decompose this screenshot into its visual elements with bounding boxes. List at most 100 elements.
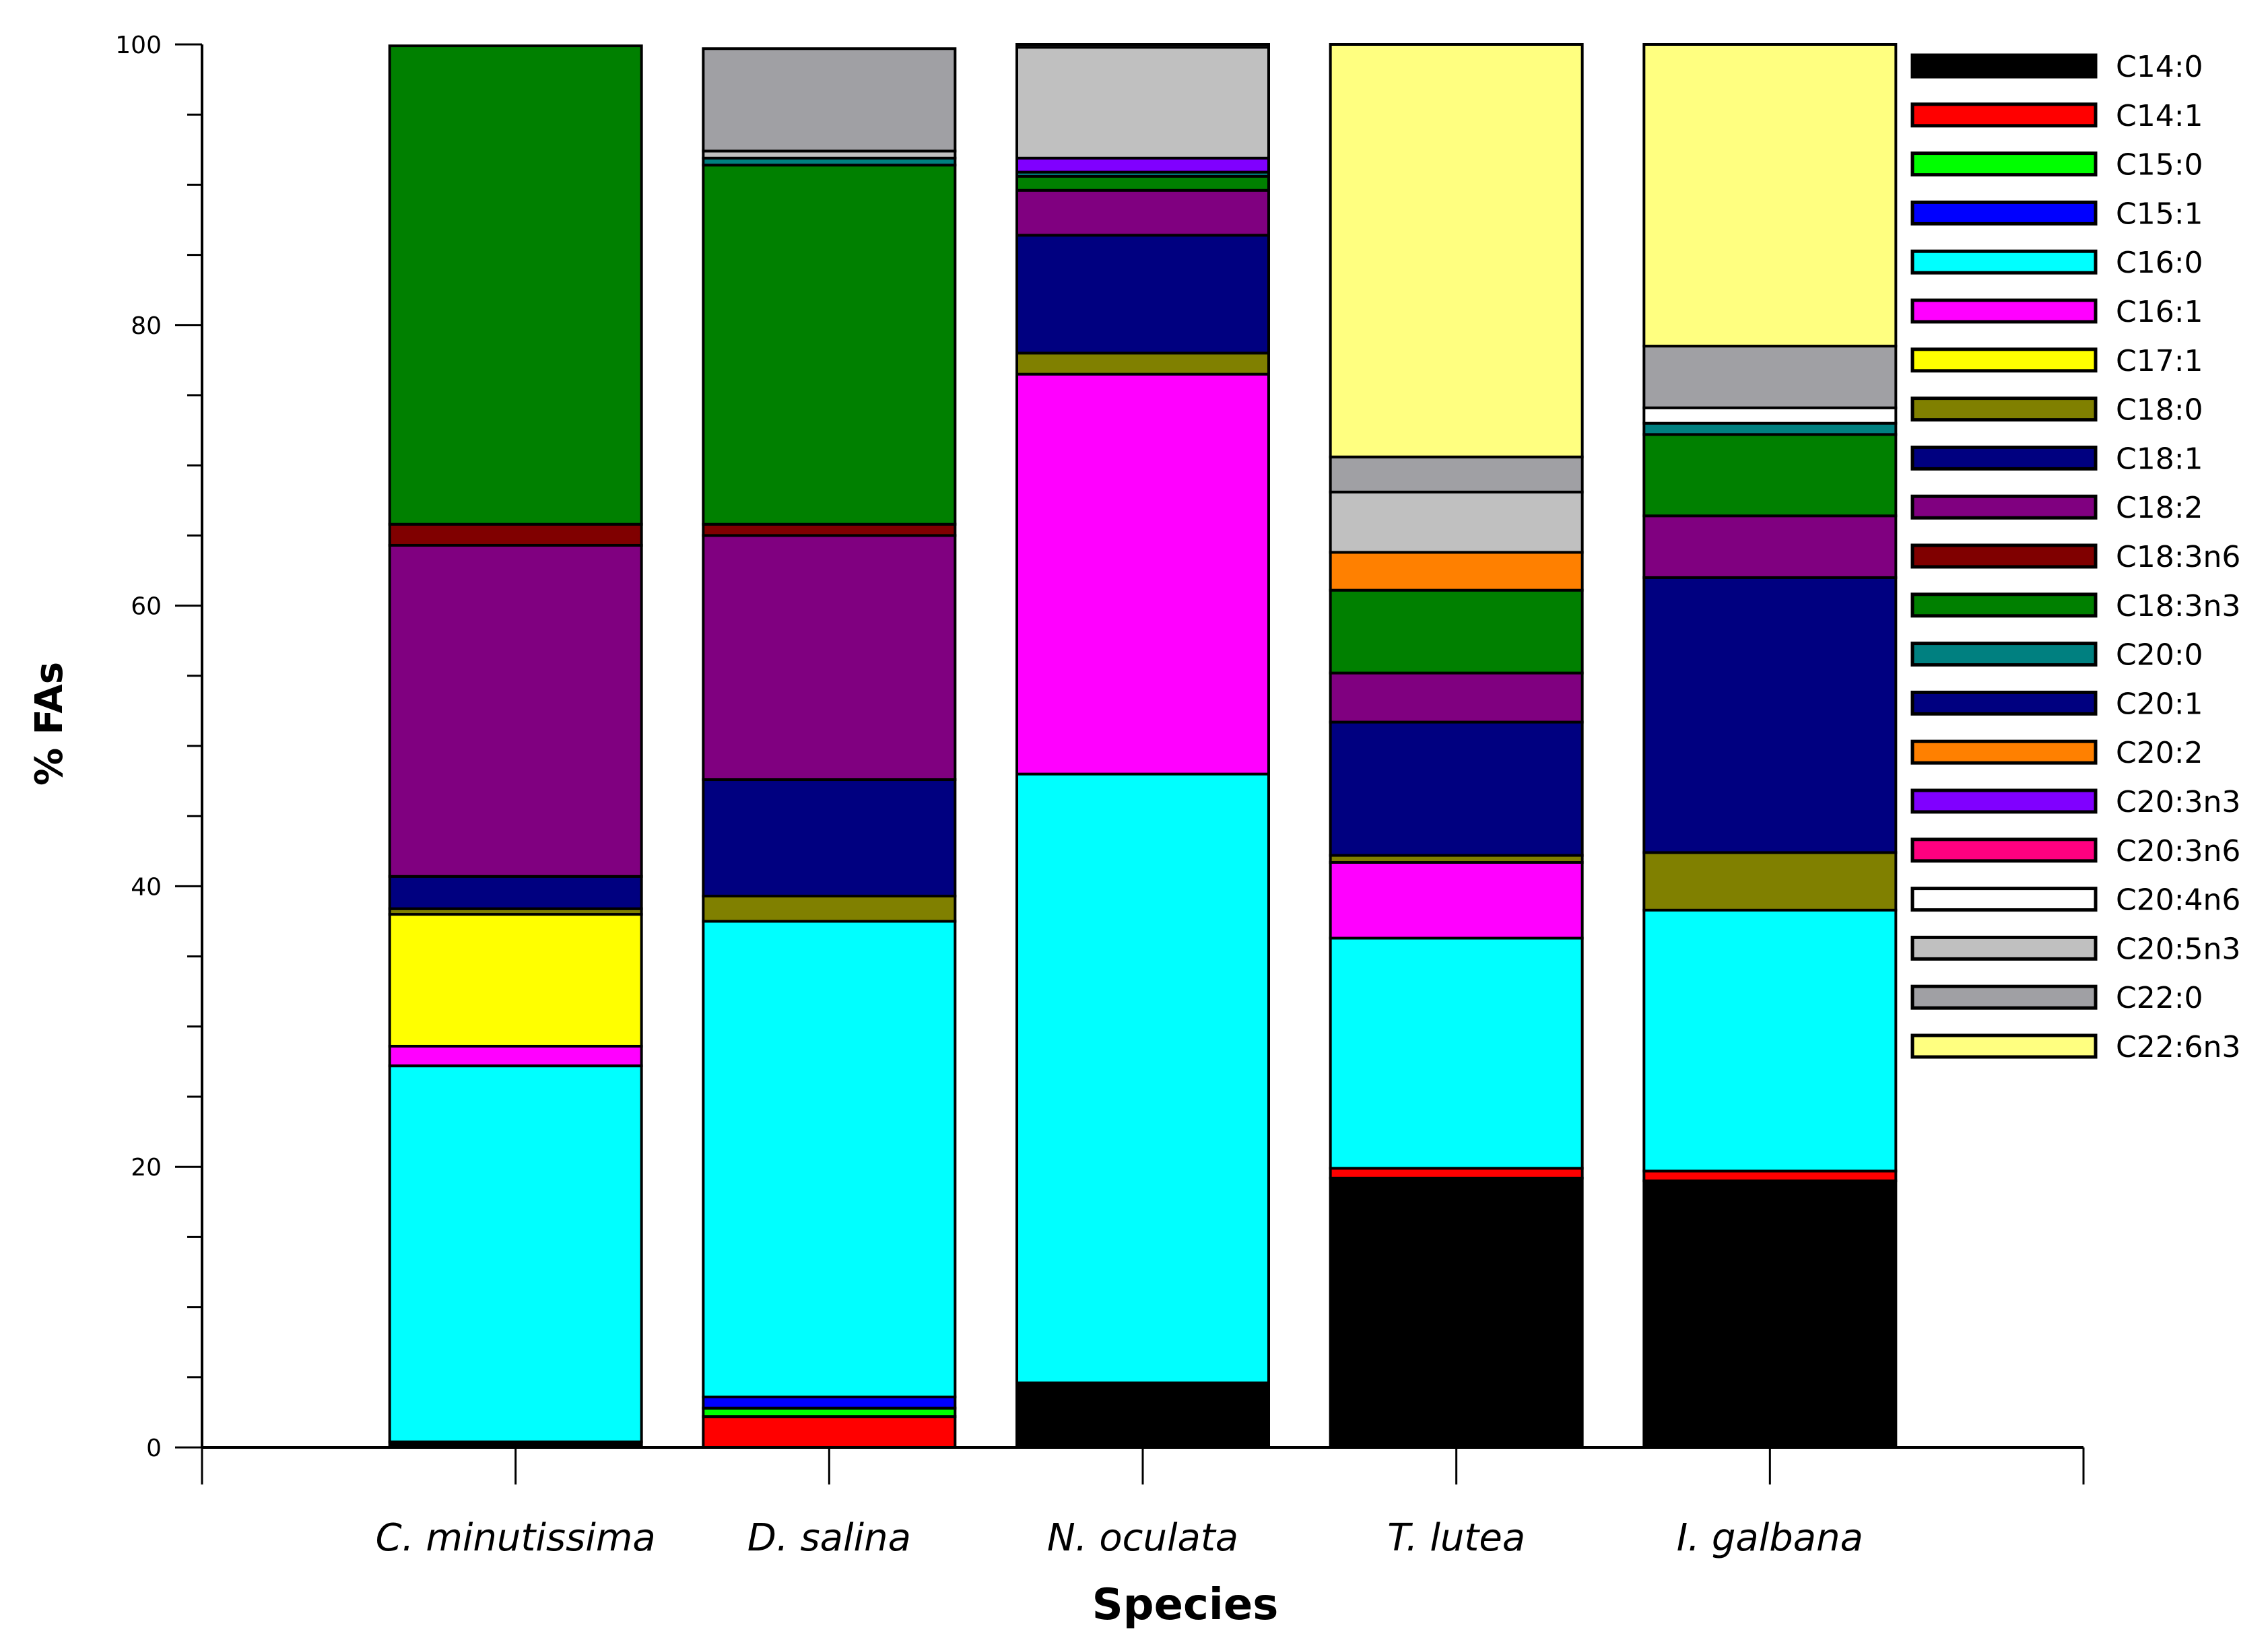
bar-segment (388, 1044, 643, 1068)
legend-swatch (1910, 739, 2098, 765)
legend-label: C16:1 (2116, 295, 2203, 329)
bar-segment (1015, 174, 1270, 192)
legend-label: C20:3n6 (2116, 834, 2240, 868)
x-tick-label: T. lutea (1387, 1516, 1525, 1560)
bar-segment (1642, 576, 1898, 854)
legend-label: C22:6n3 (2116, 1030, 2240, 1064)
legend-swatch (1910, 494, 2098, 520)
legend-swatch (1910, 543, 2098, 569)
bar-segment (702, 47, 957, 153)
bar-segment (1329, 936, 1584, 1170)
bar-segment (1642, 1180, 1898, 1449)
legend-item: C16:0 (1910, 246, 2203, 280)
legend-label: C20:2 (2116, 736, 2203, 770)
chart-legend: C14:0 C14:1 C15:0 C15:1 C16:0 C16:1 C17:1 C18:0… (1910, 50, 2240, 1064)
legend-item: C18:3n3 (1910, 589, 2240, 623)
legend-label: C18:3n6 (2116, 540, 2240, 574)
bar-segment (388, 44, 643, 526)
bar-segment (702, 1415, 957, 1449)
bar-segment (1015, 189, 1270, 237)
y-tick-label: 0 (146, 1435, 162, 1462)
bar-segment (1329, 720, 1584, 857)
bar-segment (1015, 372, 1270, 776)
legend-swatch (1910, 1033, 2098, 1059)
bar-segment (388, 913, 643, 1048)
bar-segment (1015, 46, 1270, 160)
bar-segment (702, 522, 957, 537)
legend-swatch (1910, 445, 2098, 471)
bar-segment (702, 778, 957, 897)
bar-segment (1015, 351, 1270, 376)
bar-segment (702, 894, 957, 923)
bar-segment (1642, 908, 1898, 1173)
legend-item: C20:0 (1910, 638, 2203, 673)
legend-label: C14:1 (2116, 99, 2203, 133)
legend-item: C18:0 (1910, 393, 2203, 428)
legend-swatch (1910, 838, 2098, 863)
bar-segment (1015, 234, 1270, 355)
bar-segment (1642, 43, 1898, 348)
bar-segment (1329, 43, 1584, 458)
legend-label: C14:0 (2116, 50, 2203, 84)
bar-stack (388, 44, 643, 1449)
legend-label: C18:1 (2116, 442, 2203, 476)
bar-segment (1015, 772, 1270, 1385)
legend-swatch (1910, 397, 2098, 422)
legend-item: C22:6n3 (1910, 1030, 2240, 1064)
bar-segment (1329, 671, 1584, 724)
bar-segment (702, 164, 957, 526)
legend-swatch (1910, 347, 2098, 373)
legend-item: C20:5n3 (1910, 932, 2240, 966)
y-tick-label: 80 (131, 312, 162, 340)
bar-segment (1642, 345, 1898, 409)
x-tick-label: D. salina (747, 1516, 911, 1560)
legend-label: C20:4n6 (2116, 883, 2240, 918)
legend-swatch (1910, 887, 2098, 912)
bar-segment (1642, 433, 1898, 518)
legend-swatch (1910, 249, 2098, 275)
bar-stack (702, 47, 957, 1449)
legend-swatch (1910, 690, 2098, 716)
bar-segment (1015, 43, 1270, 49)
bar-segment (1329, 588, 1584, 675)
bar-segment (388, 875, 643, 910)
legend-swatch (1910, 592, 2098, 618)
legend-item: C15:1 (1910, 197, 2203, 231)
legend-label: C15:1 (2116, 197, 2203, 231)
legend-item: C20:1 (1910, 687, 2203, 721)
bar-segment (1329, 1167, 1584, 1180)
legend-swatch (1910, 102, 2098, 128)
y-tick-label: 40 (131, 873, 162, 901)
bar-segment (1329, 860, 1584, 940)
y-tick-label: 100 (115, 32, 162, 59)
legend-label: C20:5n3 (2116, 932, 2240, 966)
bar-segment (1329, 455, 1584, 493)
legend-item: C20:2 (1910, 736, 2203, 770)
legend-label: C18:2 (2116, 491, 2203, 525)
legend-item: C18:1 (1910, 442, 2203, 476)
legend-item: C18:2 (1910, 491, 2203, 525)
legend-item: C18:3n6 (1910, 540, 2240, 574)
bar-segment (1329, 490, 1584, 554)
bar-segment (388, 522, 643, 547)
legend-swatch (1910, 788, 2098, 814)
legend-label: C20:3n3 (2116, 785, 2240, 819)
legend-item: C15:0 (1910, 148, 2203, 182)
bar-stack (1015, 43, 1270, 1449)
bar-segment (702, 534, 957, 782)
legend-item: C14:1 (1910, 99, 2203, 133)
legend-item: C14:0 (1910, 50, 2203, 84)
legend-item: C20:4n6 (1910, 883, 2240, 918)
legend-item: C17:1 (1910, 344, 2203, 378)
x-tick-label: C. minutissima (376, 1516, 656, 1560)
legend-swatch (1910, 151, 2098, 177)
legend-swatch (1910, 298, 2098, 324)
legend-label: C20:1 (2116, 687, 2203, 721)
legend-item: C22:0 (1910, 981, 2203, 1015)
x-axis-title: Species (1092, 1580, 1279, 1630)
bar-segment (1642, 851, 1898, 912)
bar-segment (1642, 514, 1898, 579)
legend-swatch (1910, 935, 2098, 961)
legend-swatch (1910, 642, 2098, 667)
legend-item: C20:3n3 (1910, 785, 2240, 819)
